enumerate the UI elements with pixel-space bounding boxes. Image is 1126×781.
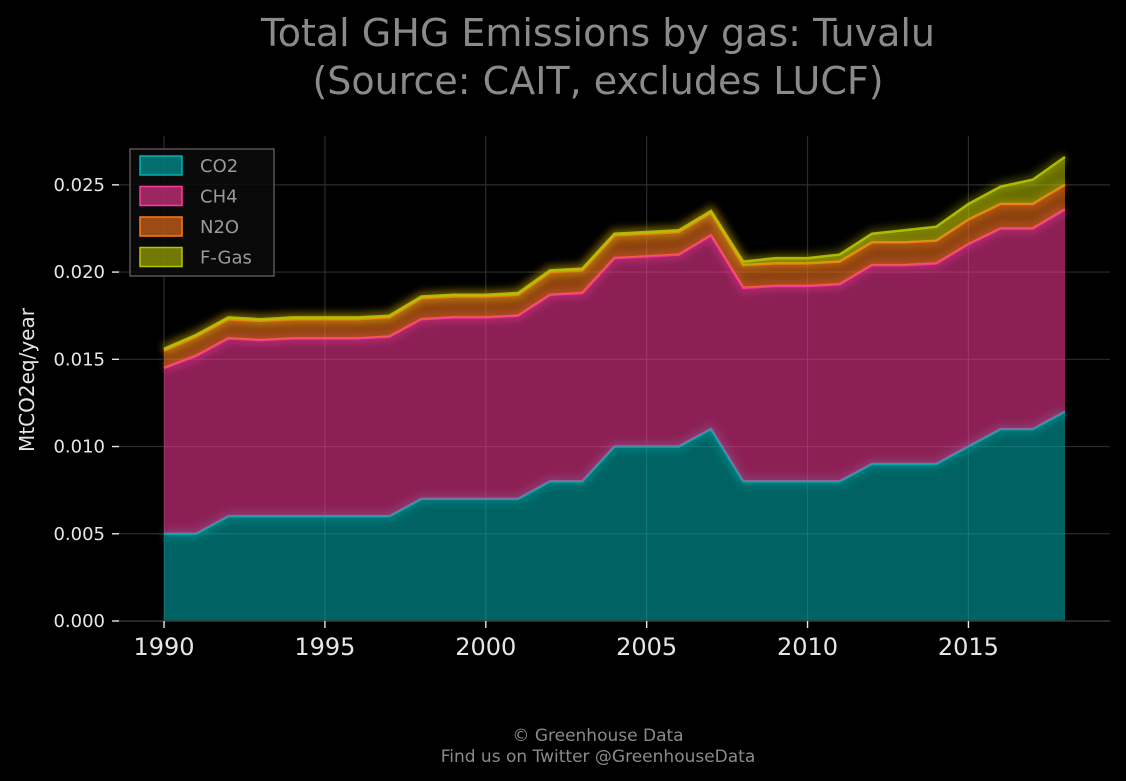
x-tick-label: 1995 bbox=[294, 633, 355, 661]
y-tick-label: 0.005 bbox=[53, 524, 105, 545]
y-axis-label: MtCO2eq/year bbox=[15, 307, 39, 452]
x-tick-label: 2005 bbox=[616, 633, 677, 661]
x-tick-label: 2000 bbox=[455, 633, 516, 661]
chart-title-line-1: Total GHG Emissions by gas: Tuvalu bbox=[260, 11, 935, 55]
area-co2 bbox=[164, 411, 1065, 621]
y-tick-label: 0.015 bbox=[53, 349, 105, 370]
plot-areas bbox=[162, 153, 1068, 621]
line-f-gas bbox=[163, 155, 1066, 350]
legend-swatch-n2o bbox=[139, 216, 183, 237]
legend-swatch-ch4 bbox=[139, 185, 183, 207]
x-tick-label: 1990 bbox=[134, 633, 195, 661]
y-tick-label: 0.000 bbox=[53, 611, 105, 632]
legend-label-n2o: N2O bbox=[200, 217, 239, 238]
y-tick-label: 0.010 bbox=[53, 437, 105, 458]
y-tick-label: 0.025 bbox=[53, 175, 105, 196]
axes: 0.000 0.005 0.010 0.015 0.020 0.025 1990 1995 20… bbox=[53, 175, 1110, 661]
chart-title-line-2: (Source: CAIT, excludes LUCF) bbox=[312, 59, 883, 103]
y-tick-label: 0.020 bbox=[53, 262, 105, 283]
area-ch4 bbox=[164, 209, 1065, 534]
legend: CO2 CH4 N2O F-Gas bbox=[129, 148, 275, 277]
area-n2o bbox=[164, 184, 1065, 368]
legend-label-co2: CO2 bbox=[200, 156, 238, 177]
legend-swatch-f-gas bbox=[139, 246, 183, 268]
legend-swatch-co2 bbox=[139, 155, 183, 176]
x-tick-label: 2010 bbox=[777, 633, 838, 661]
twitter-text: Find us on Twitter @GreenhouseData bbox=[441, 747, 756, 767]
copyright-text: © Greenhouse Data bbox=[512, 726, 683, 746]
legend-label-f-gas: F-Gas bbox=[200, 248, 252, 269]
x-tick-label: 2015 bbox=[938, 633, 999, 661]
legend-label-ch4: CH4 bbox=[200, 187, 238, 208]
